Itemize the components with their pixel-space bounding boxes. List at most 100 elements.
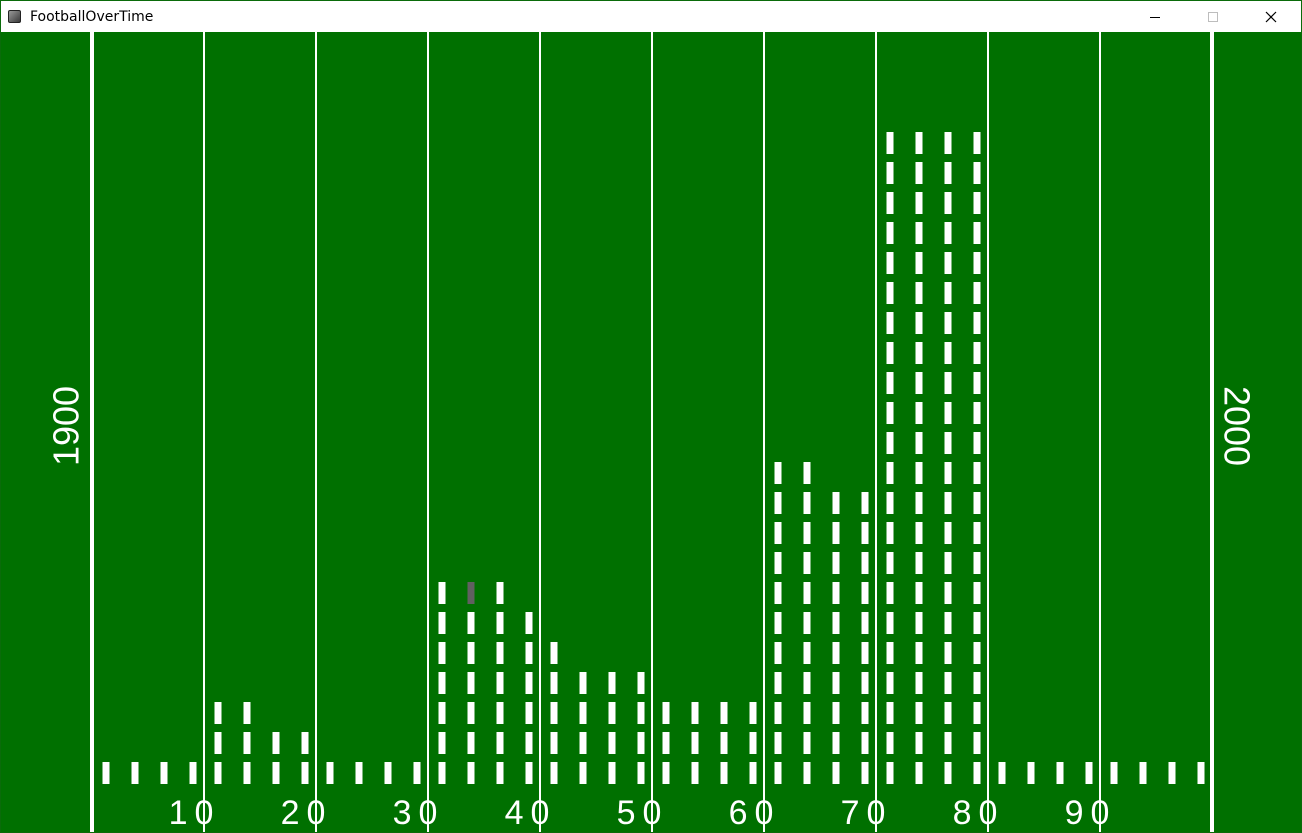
- bar-mark: [886, 582, 894, 604]
- bar-mark: [915, 672, 923, 694]
- bar-mark: [774, 492, 782, 514]
- bar-mark: [915, 312, 923, 334]
- bar-1905: [160, 762, 168, 784]
- title-bar[interactable]: FootballOverTime: [1, 1, 1301, 32]
- bar-mark: [915, 552, 923, 574]
- bar-mark: [915, 372, 923, 394]
- labels: 1900 2000 1 0 2 0 3 0 4 0 5 0 6 0 7 0 8 0 9 0: [46, 386, 1258, 832]
- bar-mark: [886, 432, 894, 454]
- bar-mark: [774, 462, 782, 484]
- bar-mark: [608, 672, 616, 694]
- bar-mark: [861, 672, 869, 694]
- bar-mark: [915, 522, 923, 544]
- bar-mark: [467, 612, 475, 634]
- bar-mark: [438, 762, 446, 784]
- bar-mark: [774, 522, 782, 544]
- bar-mark: [438, 642, 446, 664]
- bar-mark: [832, 582, 840, 604]
- bar-mark: [915, 492, 923, 514]
- bar-mark: [608, 732, 616, 754]
- bar-mark: [102, 762, 110, 784]
- bar-mark: [691, 762, 699, 784]
- bar-mark: [243, 732, 251, 754]
- bar-mark: [944, 192, 952, 214]
- bar-mark: [326, 762, 334, 784]
- bar-1908: [189, 762, 197, 784]
- window-title: FootballOverTime: [30, 9, 154, 25]
- bar-mark: [915, 732, 923, 754]
- bar-mark: [915, 282, 923, 304]
- bar-1948: [637, 672, 645, 784]
- bar-mark: [272, 762, 280, 784]
- bar-mark: [944, 432, 952, 454]
- bar-mark: [637, 762, 645, 784]
- bar-mark: [861, 492, 869, 514]
- bar-mark: [886, 342, 894, 364]
- bar-mark: [579, 702, 587, 724]
- bar-1938: [525, 612, 533, 784]
- bar-1900: [102, 762, 110, 784]
- bar-mark: [608, 702, 616, 724]
- bar-mark: [886, 132, 894, 154]
- bar-1953: [691, 702, 699, 784]
- bar-mark: [832, 672, 840, 694]
- bar-mark: [496, 762, 504, 784]
- maximize-button[interactable]: [1190, 1, 1236, 32]
- bar-mark: [915, 252, 923, 274]
- bar-mark: [944, 222, 952, 244]
- bar-mark: [944, 462, 952, 484]
- bar-mark: [774, 732, 782, 754]
- bar-mark: [973, 432, 981, 454]
- bar-mark: [579, 672, 587, 694]
- bar-mark: [438, 732, 446, 754]
- bar-mark: [973, 192, 981, 214]
- bar-mark: [749, 702, 757, 724]
- bar-mark: [886, 192, 894, 214]
- bar-mark: [973, 642, 981, 664]
- bar-1990: [1110, 762, 1118, 784]
- close-button[interactable]: [1248, 1, 1294, 32]
- bar-mark: [832, 702, 840, 724]
- bar-mark: [973, 732, 981, 754]
- bar-mark: [944, 312, 952, 334]
- bar-mark: [886, 222, 894, 244]
- bar-mark: [973, 552, 981, 574]
- bar-mark: [803, 522, 811, 544]
- bar-mark: [944, 702, 952, 724]
- bar-mark: [803, 612, 811, 634]
- bar-mark: [438, 612, 446, 634]
- bar-mark: [944, 492, 952, 514]
- bar-mark: [579, 732, 587, 754]
- bar-mark: [944, 252, 952, 274]
- bar-mark: [973, 132, 981, 154]
- bar-mark: [720, 732, 728, 754]
- bar-mark: [944, 282, 952, 304]
- bar-mark: [720, 702, 728, 724]
- minimize-button[interactable]: [1132, 1, 1178, 32]
- bar-mark: [467, 762, 475, 784]
- bar-mark: [525, 732, 533, 754]
- bar-mark: [973, 372, 981, 394]
- bar-mark: [944, 402, 952, 424]
- bar-mark: [973, 762, 981, 784]
- bar-mark: [803, 732, 811, 754]
- bar-mark: [944, 612, 952, 634]
- bar-mark: [384, 762, 392, 784]
- bar-mark: [803, 582, 811, 604]
- bar-mark: [496, 612, 504, 634]
- bar-mark: [774, 642, 782, 664]
- bar-mark: [832, 762, 840, 784]
- year-label-right: 2000: [1216, 386, 1257, 466]
- bar-1925: [384, 762, 392, 784]
- bar-mark: [915, 582, 923, 604]
- bar-mark: [886, 252, 894, 274]
- bar-1955: [720, 702, 728, 784]
- bar-1975: [944, 132, 952, 784]
- bar-mark: [438, 582, 446, 604]
- bar-mark: [886, 312, 894, 334]
- year-label-left: 1900: [46, 386, 87, 466]
- bar-mark: [832, 642, 840, 664]
